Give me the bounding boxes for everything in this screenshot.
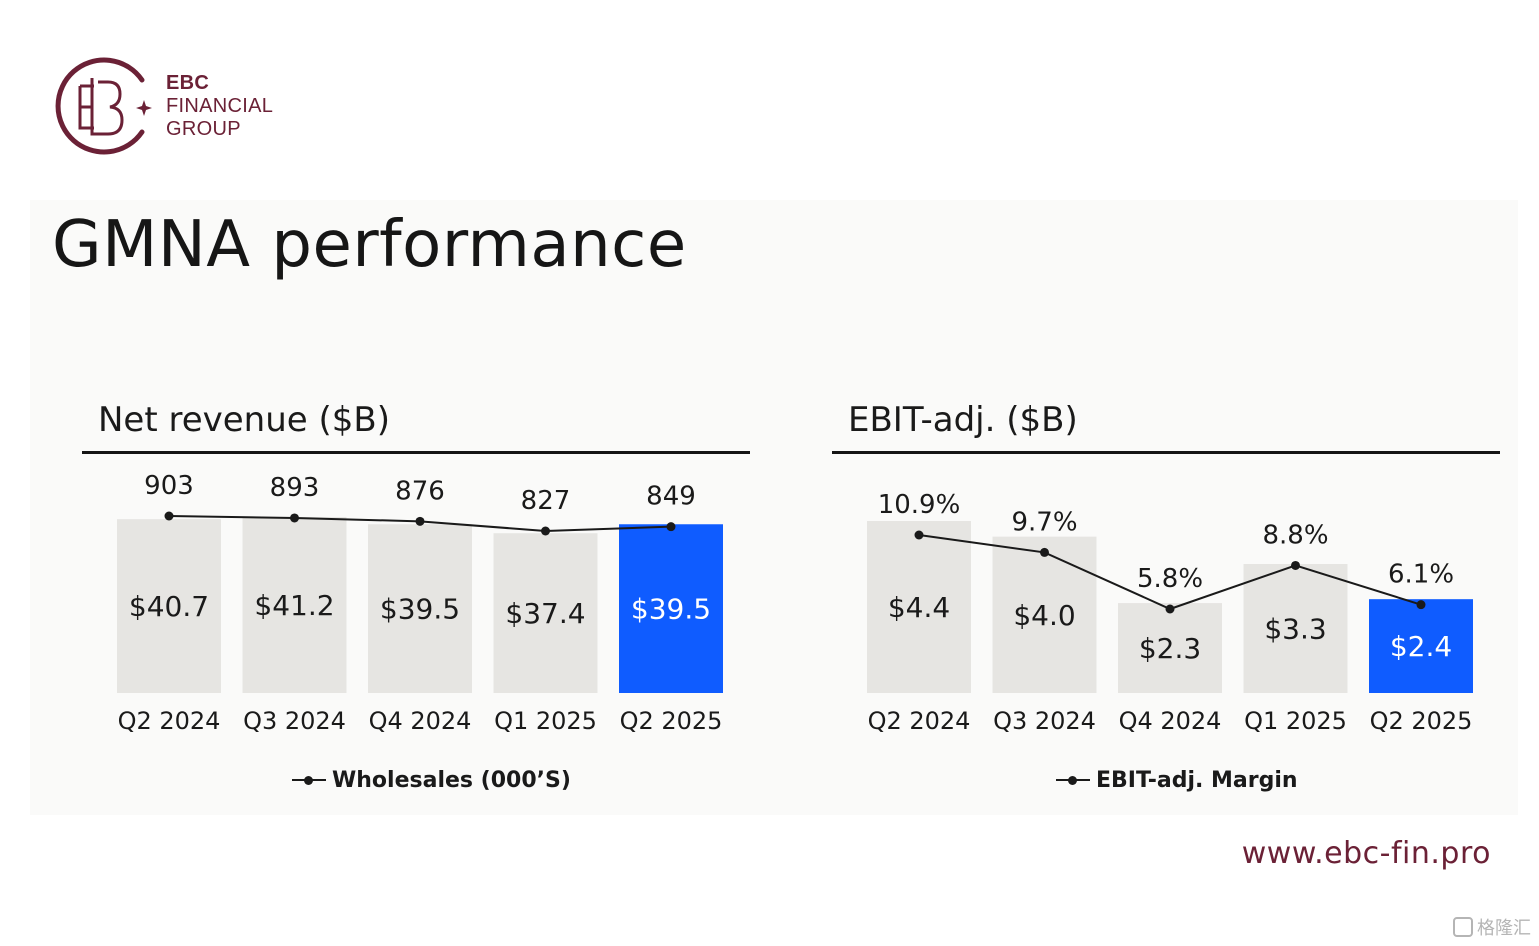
bar-3 — [493, 533, 598, 693]
watermark-text: 格隆汇 — [1477, 918, 1531, 939]
line-point-3 — [541, 526, 550, 536]
logo-text-line-3: GROUP — [166, 118, 241, 140]
bar-value-label-2: $2.3 — [1139, 632, 1201, 665]
line-point-1 — [290, 513, 299, 523]
line-value-label-2: 5.8% — [1137, 564, 1203, 594]
line-point-2 — [1165, 604, 1175, 614]
category-label-0: Q2 2024 — [118, 707, 221, 735]
line-value-label-1: 9.7% — [1011, 507, 1077, 537]
bar-value-label-1: $4.0 — [1013, 599, 1075, 632]
slide-panel — [30, 200, 1518, 815]
line-value-label-4: 849 — [646, 482, 696, 512]
website-url[interactable]: www.ebc-fin.pro — [1241, 836, 1491, 871]
title-rule-right — [832, 451, 1500, 454]
line-point-0 — [164, 511, 174, 521]
bar-value-label-1: $41.2 — [254, 589, 334, 622]
bar-value-label-0: $4.4 — [888, 591, 950, 624]
bar-3 — [1243, 564, 1348, 693]
logo-text-line-1: EBC — [166, 72, 210, 94]
line-value-label-2: 876 — [395, 476, 445, 506]
line-value-label-4: 6.1% — [1388, 560, 1454, 590]
line-value-label-0: 903 — [144, 471, 194, 501]
line-value-label-1: 893 — [270, 473, 320, 503]
line-value-label-3: 8.8% — [1262, 520, 1328, 550]
slide-title: GMNA performance — [52, 208, 687, 282]
line-point-2 — [415, 516, 425, 526]
line-point-0 — [914, 530, 924, 540]
logo-text-line-2: FINANCIAL — [166, 95, 274, 117]
ebit-adj-chart: $4.4 Q2 2024 $4.0 Q3 2024 $2.3 Q4 2024 $3.3 Q1 … — [867, 490, 1473, 735]
category-label-4: Q2 2025 — [1370, 707, 1473, 735]
line-point-4 — [666, 522, 676, 532]
bar-value-label-2: $39.5 — [380, 593, 460, 626]
bar-2 — [368, 524, 472, 693]
bar-value-label-4: $2.4 — [1390, 630, 1452, 663]
bar-2 — [1118, 603, 1222, 693]
legend-line-marker-icon — [1056, 773, 1090, 787]
bar-1 — [242, 517, 347, 693]
bar-4 — [1369, 599, 1473, 693]
bar-value-label-4: $39.5 — [631, 593, 711, 626]
net-revenue-chart: $40.7 Q2 2024 $41.2 Q3 2024 $39.5 Q4 2024 $37.… — [117, 471, 723, 735]
category-label-0: Q2 2024 — [868, 707, 971, 735]
watermark-logo-icon — [1453, 917, 1473, 937]
category-label-4: Q2 2025 — [620, 707, 723, 735]
ebc-logo: EBC FINANCIAL GROUP — [50, 56, 290, 156]
line-value-label-3: 827 — [521, 486, 571, 516]
bar-value-label-3: $37.4 — [505, 597, 585, 630]
category-label-3: Q1 2025 — [494, 707, 597, 735]
bar-1 — [992, 536, 1097, 693]
chart-title-ebit-adj: EBIT-adj. ($B) — [848, 400, 1078, 440]
chart-title-net-revenue: Net revenue ($B) — [98, 400, 390, 440]
category-label-2: Q4 2024 — [369, 707, 472, 735]
category-label-2: Q4 2024 — [1119, 707, 1222, 735]
bar-0 — [867, 521, 971, 693]
legend-label: EBIT-adj. Margin — [1096, 767, 1298, 793]
legend-wholesales: Wholesales (000’S) — [292, 764, 571, 796]
category-label-1: Q3 2024 — [993, 707, 1096, 735]
watermark: 格隆汇 — [1453, 914, 1531, 940]
line-point-3 — [1291, 560, 1300, 570]
bar-0 — [117, 519, 221, 693]
line-value-label-0: 10.9% — [878, 490, 961, 520]
bar-value-label-3: $3.3 — [1264, 613, 1326, 646]
line-point-1 — [1040, 547, 1049, 557]
legend-ebit-margin: EBIT-adj. Margin — [1056, 764, 1298, 796]
category-label-3: Q1 2025 — [1244, 707, 1347, 735]
title-rule-left — [82, 451, 750, 454]
category-label-1: Q3 2024 — [243, 707, 346, 735]
legend-line-marker-icon — [292, 773, 326, 787]
bar-value-label-0: $40.7 — [129, 590, 209, 623]
bar-4 — [619, 524, 723, 693]
legend-label: Wholesales (000’S) — [332, 767, 571, 793]
line-point-4 — [1416, 600, 1426, 610]
ebc-logo-mark-icon — [55, 57, 152, 155]
